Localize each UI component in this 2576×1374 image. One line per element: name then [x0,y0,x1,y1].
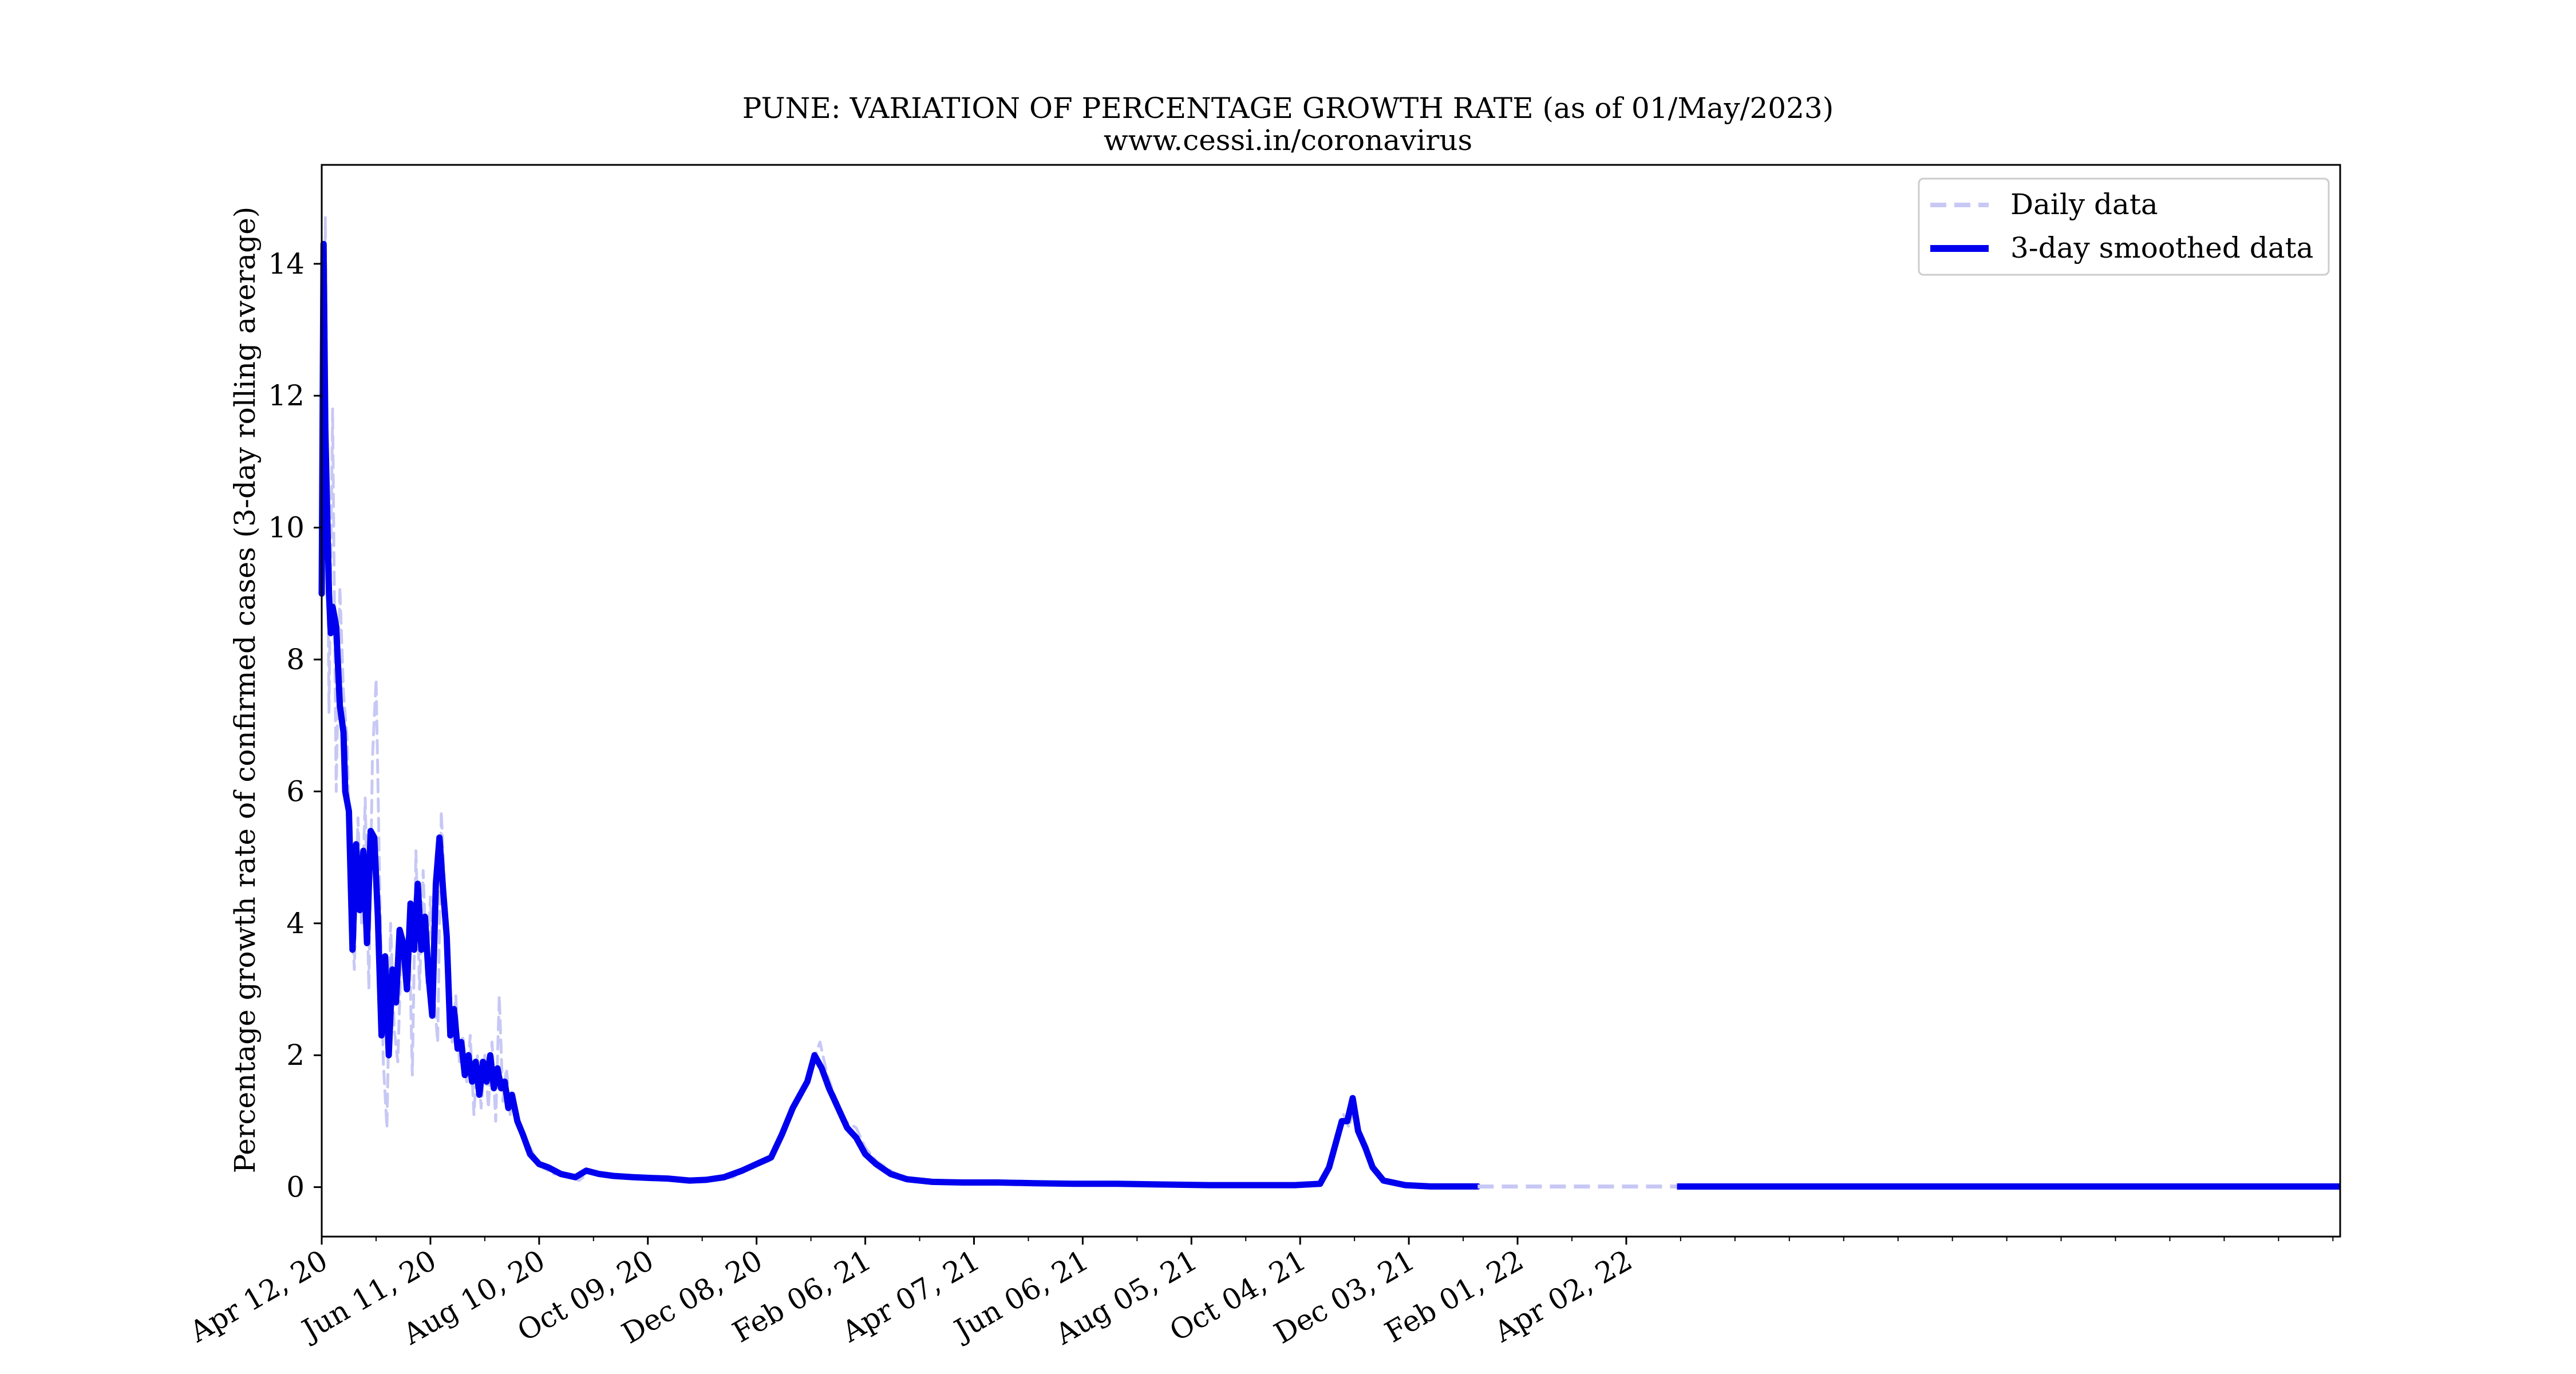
y-tick-label: 10 [268,511,305,544]
legend: Daily data 3-day smoothed data [1918,177,2330,276]
plot-frame [321,164,2341,1238]
series-daily-data-line [320,216,1479,1188]
y-axis-label: Percentage growth rate of confirmed case… [228,207,262,1174]
y-tick-label: 14 [268,247,305,281]
y-tick-label: 12 [268,379,305,412]
legend-smoothed-label: 3-day smoothed data [2010,231,2313,264]
legend-daily-label: Daily data [2010,188,2158,221]
y-tick-label: 2 [286,1039,305,1072]
y-tick-label: 4 [286,907,305,940]
chart-title: PUNE: VARIATION OF PERCENTAGE GROWTH RAT… [742,92,1834,125]
y-tick-label: 0 [286,1171,305,1204]
legend-box [1918,177,2330,276]
series-smoothed-data-line [318,240,1481,1190]
y-tick-label: 8 [286,643,305,676]
chart-subtitle: www.cessi.in/coronavirus [1104,124,1472,157]
y-axis: 0 2 4 6 8 10 12 14 [268,247,322,1204]
y-tick-label: 6 [286,775,305,808]
series-layer [318,216,2340,1190]
